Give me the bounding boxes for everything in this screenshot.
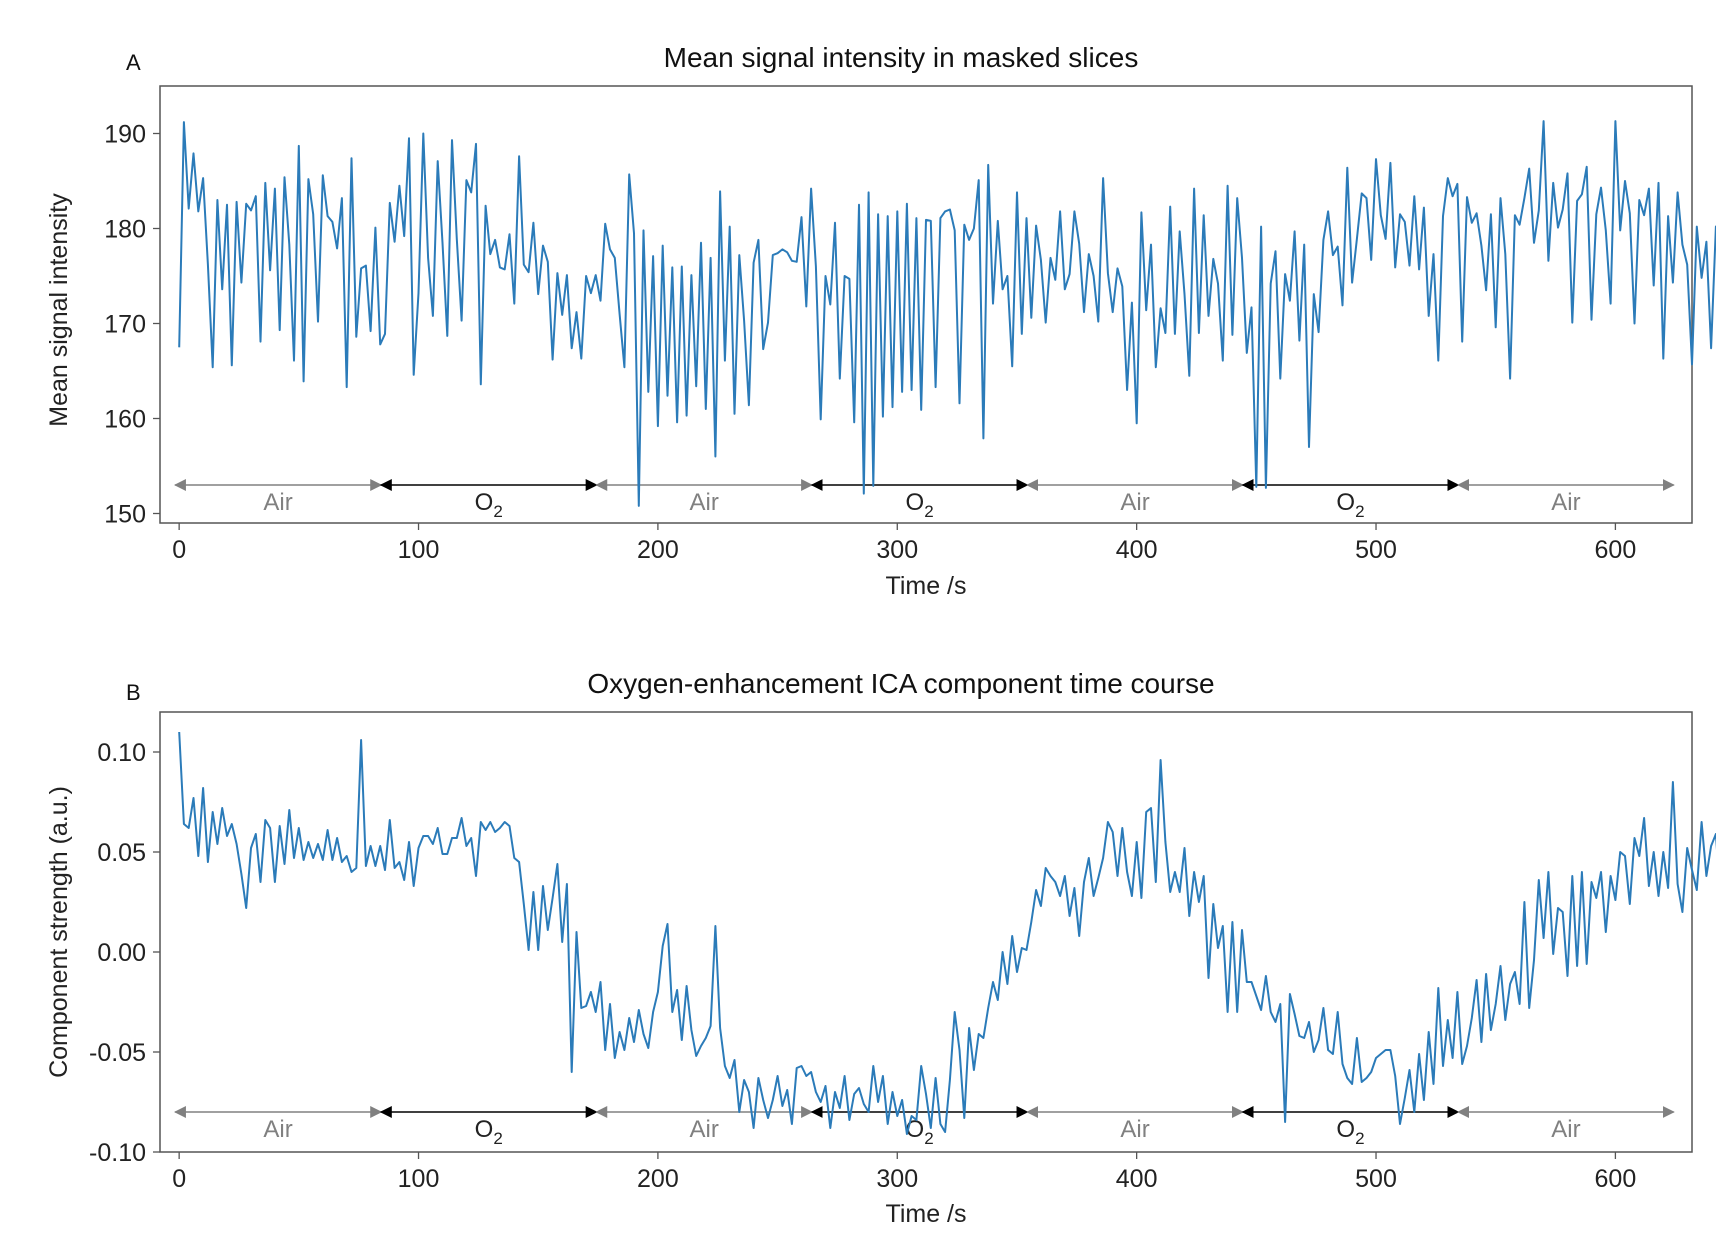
x-tick-label-b-0: 0 bbox=[172, 1165, 186, 1193]
phase-label-a-5: O2 bbox=[1336, 489, 1364, 521]
phase-label-b-4: Air bbox=[1120, 1116, 1149, 1143]
plot-frame-b bbox=[159, 711, 1693, 1153]
x-tick-label-a-500: 500 bbox=[1355, 536, 1397, 564]
y-tick-label-a-1: 160 bbox=[104, 406, 146, 434]
y-tick-label-a-4: 190 bbox=[104, 121, 146, 149]
y-axis-label-a: Mean signal intensity bbox=[45, 193, 73, 427]
x-tick-label-a-100: 100 bbox=[398, 536, 440, 564]
phase-label-b-6: Air bbox=[1551, 1116, 1580, 1143]
y-tick-label-a-3: 180 bbox=[104, 216, 146, 244]
ticks-b: 0 100 200 300 400 500 600 -0.10 -0.05 0.00 0.05 0.1… bbox=[89, 739, 1636, 1193]
chart-title-a: Mean signal intensity in masked slices bbox=[664, 42, 1139, 73]
series-line-b-0 bbox=[178, 731, 1716, 1135]
series-line-a-0 bbox=[178, 120, 1716, 507]
panel-a: A Mean signal intensity in masked slices… bbox=[45, 42, 1716, 600]
phase-label-b-5: O2 bbox=[1336, 1116, 1364, 1148]
ticks-a: 0 100 200 300 400 500 600 150 160 170 180 190 bbox=[104, 121, 1636, 565]
phase-label-b-0: Air bbox=[263, 1116, 292, 1143]
y-tick-label-a-0: 150 bbox=[104, 501, 146, 529]
chart-title-b: Oxygen-enhancement ICA component time co… bbox=[587, 668, 1214, 699]
phase-label-a-3: O2 bbox=[906, 489, 934, 521]
phases-b: Air O2 Air O2 Air O2 Air bbox=[173, 1106, 1675, 1148]
x-axis-label-a: Time /s bbox=[885, 572, 966, 600]
plot-frame-a bbox=[159, 85, 1693, 524]
panel-letter-a: A bbox=[126, 50, 141, 75]
x-tick-label-b-200: 200 bbox=[637, 1165, 679, 1193]
x-tick-label-a-300: 300 bbox=[876, 536, 918, 564]
x-tick-label-b-100: 100 bbox=[398, 1165, 440, 1193]
phase-label-b-2: Air bbox=[689, 1116, 718, 1143]
y-tick-label-b-0: -0.10 bbox=[89, 1139, 146, 1167]
y-axis-label-b: Component strength (a.u.) bbox=[45, 786, 73, 1078]
x-tick-label-b-400: 400 bbox=[1116, 1165, 1158, 1193]
y-tick-label-b-1: -0.05 bbox=[89, 1039, 146, 1067]
phase-label-b-1: O2 bbox=[475, 1116, 503, 1148]
phase-label-a-0: Air bbox=[263, 489, 292, 516]
x-tick-label-a-600: 600 bbox=[1595, 536, 1637, 564]
series-b bbox=[178, 731, 1716, 1135]
phase-label-a-6: Air bbox=[1551, 489, 1580, 516]
panel-b: B Oxygen-enhancement ICA component time … bbox=[45, 668, 1716, 1228]
x-axis-label-b: Time /s bbox=[885, 1200, 966, 1228]
y-tick-label-b-4: 0.10 bbox=[97, 739, 146, 767]
x-tick-label-a-400: 400 bbox=[1116, 536, 1158, 564]
x-tick-label-a-0: 0 bbox=[172, 536, 186, 564]
phase-label-a-1: O2 bbox=[475, 489, 503, 521]
y-tick-label-a-2: 170 bbox=[104, 311, 146, 339]
series-a bbox=[178, 120, 1716, 507]
phase-label-a-2: Air bbox=[689, 489, 718, 516]
x-tick-label-b-300: 300 bbox=[876, 1165, 918, 1193]
x-tick-label-a-200: 200 bbox=[637, 536, 679, 564]
x-tick-label-b-600: 600 bbox=[1595, 1165, 1637, 1193]
y-tick-label-b-3: 0.05 bbox=[97, 839, 146, 867]
phases-a: Air O2 Air O2 Air O2 Air bbox=[173, 479, 1675, 521]
y-tick-label-b-2: 0.00 bbox=[97, 939, 146, 967]
panel-letter-b: B bbox=[126, 680, 141, 705]
phase-label-a-4: Air bbox=[1120, 489, 1149, 516]
x-tick-label-b-500: 500 bbox=[1355, 1165, 1397, 1193]
